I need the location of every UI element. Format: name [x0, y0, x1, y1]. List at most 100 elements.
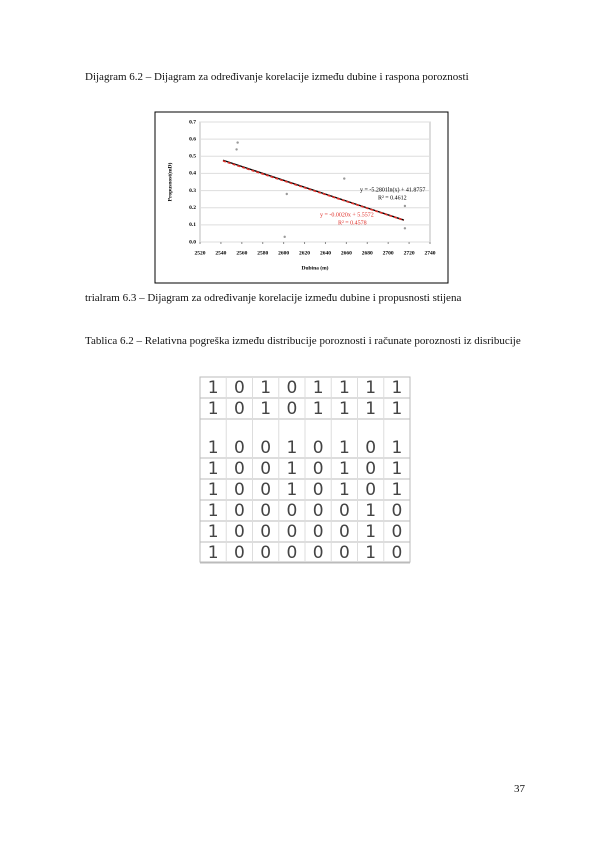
table-cell: 1: [313, 378, 324, 398]
table-cell: 1: [208, 459, 219, 479]
table-cell: 0: [234, 501, 245, 521]
table-cell: 1: [339, 459, 350, 479]
trend-r2: R² = 0.4612: [378, 195, 407, 201]
x-tick-label: 2700: [383, 250, 394, 256]
table-cell: 1: [208, 522, 219, 542]
table-cell: 0: [339, 522, 350, 542]
table-cell: 1: [313, 399, 324, 419]
table-cell: 0: [286, 378, 297, 398]
table-cell: 0: [391, 543, 402, 563]
x-tick-label: 2540: [215, 250, 226, 256]
table-cell: 0: [260, 522, 271, 542]
table-cell: 0: [313, 459, 324, 479]
x-tick-label: 2560: [236, 250, 247, 256]
table-cell: 1: [365, 543, 376, 563]
y-tick-label: 0.4: [189, 171, 196, 177]
table-cell: 0: [313, 543, 324, 563]
table-cell: 0: [234, 522, 245, 542]
table-cell: 0: [365, 438, 376, 458]
table-cell: 0: [234, 438, 245, 458]
x-tick-label: 2580: [257, 250, 268, 256]
table-cell: 1: [208, 399, 219, 419]
table-cell: 0: [286, 501, 297, 521]
table-cell: 1: [339, 480, 350, 500]
table-cell: 1: [365, 501, 376, 521]
x-tick-label: 2740: [425, 250, 436, 256]
x-tick-label: 2680: [362, 250, 373, 256]
table-cell: 0: [286, 543, 297, 563]
table-cell: 0: [313, 480, 324, 500]
page-number: 37: [514, 783, 525, 795]
table-cell: 1: [286, 459, 297, 479]
y-axis-label: Propusnost(mD): [166, 162, 173, 201]
y-tick-label: 0.7: [189, 119, 196, 125]
point: [285, 192, 288, 196]
y-tick-label: 0.3: [189, 188, 196, 194]
table-cell: 1: [365, 399, 376, 419]
trendline: [222, 160, 405, 221]
table-cell: 1: [286, 480, 297, 500]
point: [403, 227, 407, 230]
table-cell: 0: [234, 459, 245, 479]
table-cell: 1: [391, 459, 402, 479]
x-tick-label: 2660: [341, 250, 352, 256]
point: [343, 177, 346, 180]
x-tick-label: 2600: [278, 250, 289, 256]
table-cell: 1: [391, 480, 402, 500]
trend-equation: y = -5.2801ln(x) + 41.8757: [360, 186, 425, 193]
x-axis-label: Dubina (m): [301, 264, 328, 271]
table-cell: 0: [286, 522, 297, 542]
table-cell: 0: [260, 480, 271, 500]
table-cell: 1: [260, 378, 271, 398]
table-cell: 1: [365, 378, 376, 398]
point: [403, 204, 407, 208]
x-tick-label: 2520: [195, 250, 206, 256]
table-cell: 1: [208, 501, 219, 521]
x-tick-label: 2720: [404, 250, 415, 256]
table-cell: 1: [286, 438, 297, 458]
table-cell: 0: [260, 459, 271, 479]
table-cell: 1: [365, 522, 376, 542]
table-cell: 0: [234, 480, 245, 500]
table-cell: 0: [286, 399, 297, 419]
table-cell: 1: [339, 438, 350, 458]
y-tick-label: 0.6: [189, 136, 196, 142]
table-cell: 1: [339, 378, 350, 398]
trend-r2: R² = 0.4578: [338, 220, 367, 226]
table-cell: 0: [313, 438, 324, 458]
table-cell: 0: [260, 501, 271, 521]
x-tick-label: 2620: [299, 250, 310, 256]
caption: Tablica 6.2 – Relativna pogreška između …: [85, 335, 521, 347]
table-cell: 0: [234, 399, 245, 419]
caption: trialram 6.3 – Dijagram za određivanje k…: [85, 292, 462, 304]
table-cell: 0: [313, 522, 324, 542]
table-cell: 0: [365, 459, 376, 479]
table-cell: 1: [208, 480, 219, 500]
table-cell: 1: [391, 378, 402, 398]
table-cell: 1: [391, 399, 402, 419]
y-tick-label: 0.2: [189, 205, 196, 211]
caption: Dijagram 6.2 – Dijagram za određivanje k…: [85, 71, 469, 83]
table-cell: 0: [339, 543, 350, 563]
point: [235, 148, 238, 151]
table-cell: 0: [234, 543, 245, 563]
y-tick-label: 0.5: [189, 154, 196, 160]
table-cell: 1: [391, 438, 402, 458]
table-cell: 0: [391, 501, 402, 521]
point: [283, 235, 286, 239]
table-cell: 0: [260, 543, 271, 563]
y-tick-label: 0.1: [189, 222, 196, 228]
table-cell: 1: [208, 378, 219, 398]
table-cell: 1: [208, 438, 219, 458]
table-cell: 0: [234, 378, 245, 398]
table-cell: 0: [260, 438, 271, 458]
table-cell: 1: [208, 543, 219, 563]
table-cell: 1: [339, 399, 350, 419]
table-cell: 0: [365, 480, 376, 500]
table-cell: 0: [339, 501, 350, 521]
point: [236, 141, 239, 144]
y-tick-label: 0.0: [189, 239, 196, 245]
table-cell: 1: [260, 399, 271, 419]
